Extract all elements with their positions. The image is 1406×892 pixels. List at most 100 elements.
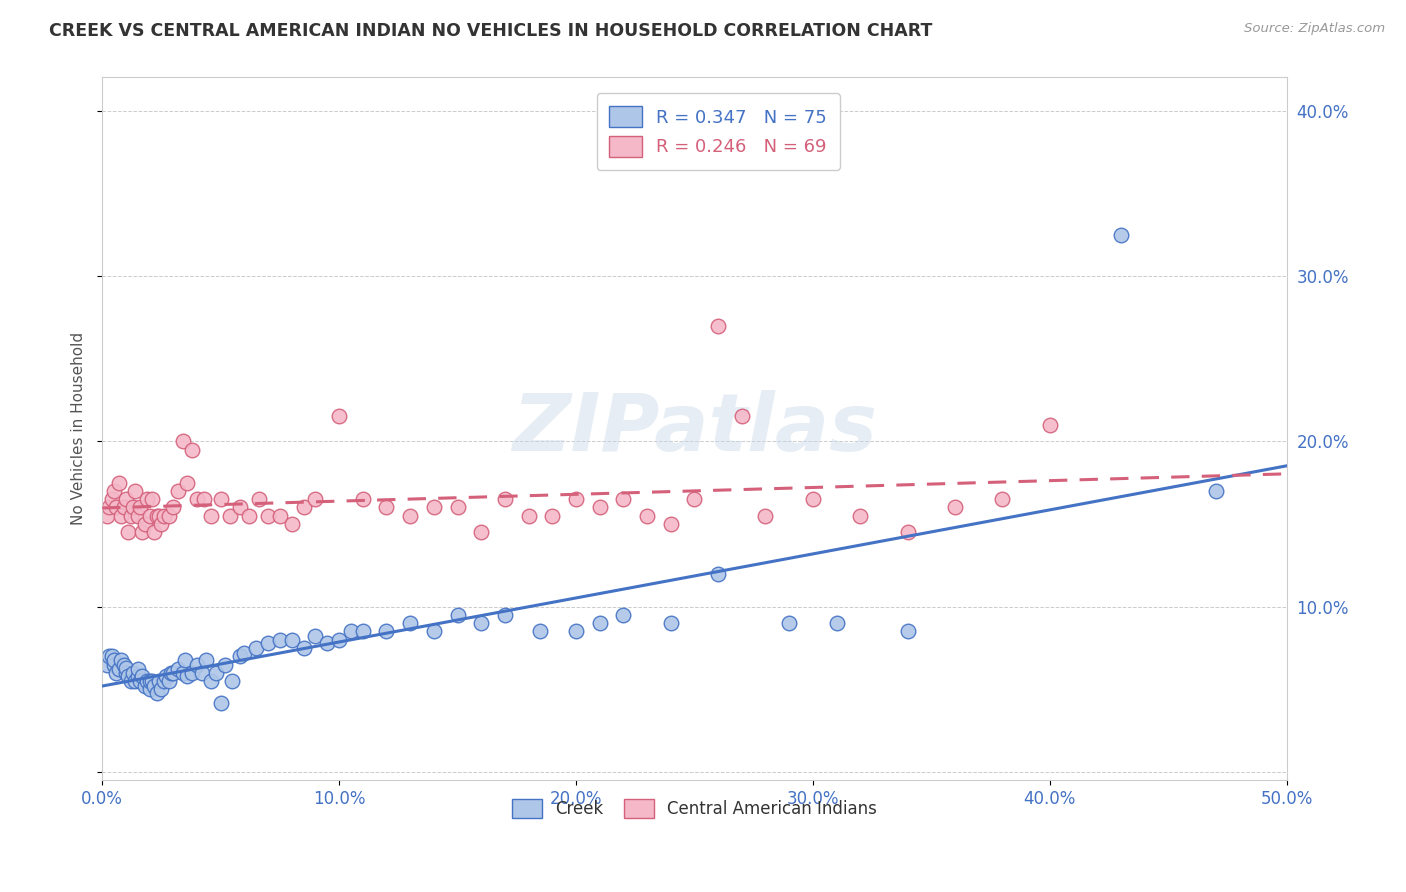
Point (120, 508, 142, 523)
Point (304, 629, 326, 643)
Point (155, 669, 177, 683)
Point (352, 492, 374, 507)
Point (131, 669, 153, 683)
Point (120, 674, 142, 689)
Point (517, 508, 540, 523)
Point (117, 525, 139, 540)
Text: ZIPatlas: ZIPatlas (512, 390, 877, 468)
Point (127, 508, 149, 523)
Point (195, 652, 218, 666)
Point (150, 682, 173, 697)
Point (1039, 417, 1062, 432)
Point (110, 652, 132, 666)
Point (176, 475, 198, 490)
Point (134, 516, 156, 531)
Point (181, 442, 204, 457)
Point (375, 500, 398, 515)
Point (190, 665, 212, 680)
Point (588, 500, 610, 515)
Point (328, 632, 350, 647)
Point (214, 657, 236, 672)
Point (124, 674, 146, 689)
Point (110, 508, 132, 523)
Text: Source: ZipAtlas.com: Source: ZipAtlas.com (1244, 22, 1385, 36)
Point (98, 649, 121, 664)
Point (340, 624, 363, 639)
Point (205, 665, 228, 680)
Point (754, 508, 776, 523)
Point (257, 636, 280, 650)
Point (153, 508, 176, 523)
Point (446, 607, 468, 622)
Point (209, 492, 232, 507)
Point (131, 525, 153, 540)
Point (269, 508, 291, 523)
Point (228, 500, 250, 515)
Point (141, 492, 163, 507)
Point (167, 663, 190, 677)
Point (112, 500, 135, 515)
Point (162, 665, 184, 680)
Point (209, 696, 232, 710)
Point (96, 508, 118, 523)
Point (269, 632, 291, 647)
Point (257, 508, 280, 523)
Point (731, 409, 754, 424)
Point (529, 624, 551, 639)
Point (778, 616, 800, 631)
Point (565, 492, 588, 507)
Point (115, 665, 138, 680)
Point (1205, 483, 1227, 498)
Point (565, 624, 588, 639)
Point (127, 669, 149, 683)
Point (247, 492, 270, 507)
Point (162, 500, 184, 515)
Point (145, 686, 167, 700)
Point (124, 483, 146, 498)
Point (943, 500, 966, 515)
Point (129, 500, 152, 515)
Point (115, 492, 138, 507)
Point (138, 682, 160, 697)
Point (707, 318, 730, 333)
Point (141, 674, 163, 689)
Point (157, 674, 180, 689)
Point (153, 674, 176, 689)
Point (96, 657, 118, 672)
Point (103, 483, 125, 498)
Point (233, 646, 256, 660)
Point (219, 508, 242, 523)
Point (659, 516, 682, 531)
Point (494, 607, 516, 622)
Point (399, 508, 422, 523)
Point (636, 508, 658, 523)
Point (423, 500, 446, 515)
Point (122, 500, 145, 515)
Point (825, 616, 848, 631)
Point (991, 492, 1014, 507)
Point (100, 492, 122, 507)
Point (245, 640, 267, 655)
Point (107, 475, 129, 490)
Point (897, 525, 920, 540)
Point (352, 624, 374, 639)
Point (107, 663, 129, 677)
Point (200, 508, 222, 523)
Point (186, 657, 208, 672)
Point (176, 669, 198, 683)
Point (143, 679, 166, 693)
Point (122, 665, 145, 680)
Point (136, 492, 159, 507)
Point (134, 679, 156, 693)
Point (541, 508, 564, 523)
Point (100, 649, 122, 664)
Point (103, 657, 125, 672)
Point (167, 483, 190, 498)
Point (150, 516, 173, 531)
Point (172, 434, 194, 449)
Point (148, 508, 170, 523)
Point (328, 409, 350, 424)
Point (446, 500, 468, 515)
Point (174, 652, 197, 666)
Point (112, 657, 135, 672)
